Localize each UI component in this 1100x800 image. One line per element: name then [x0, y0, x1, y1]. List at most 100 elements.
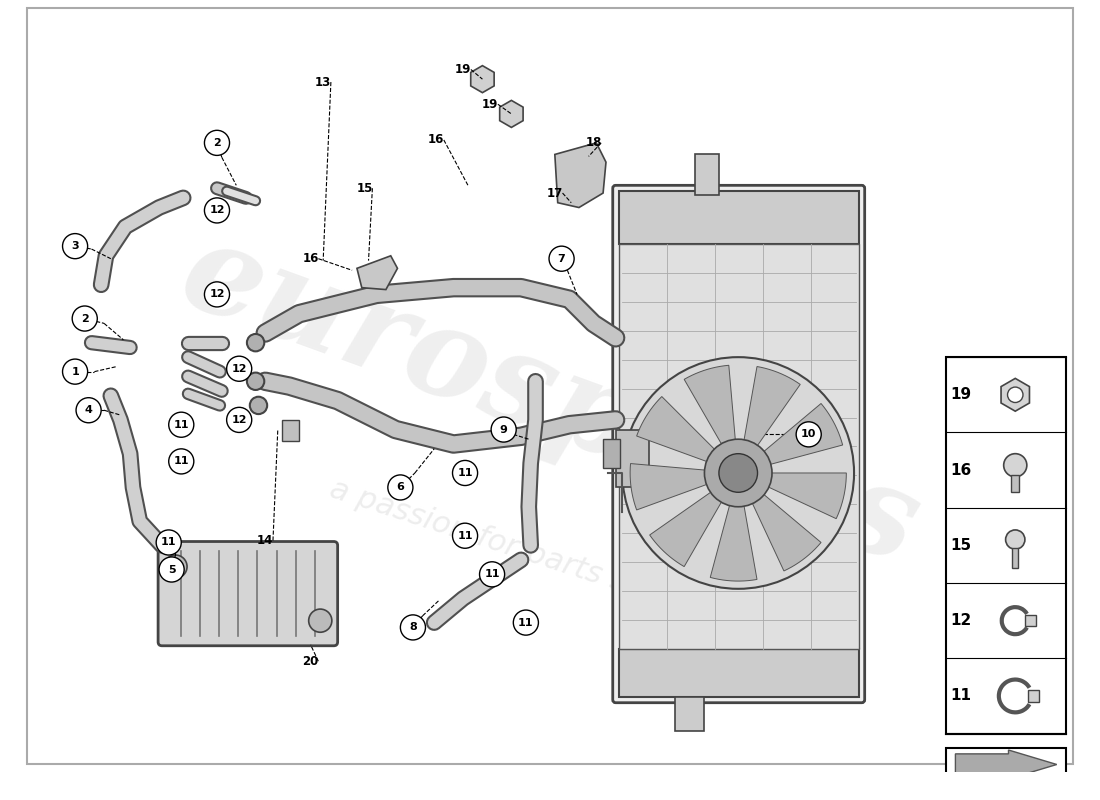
Bar [1025, 615, 1036, 626]
Polygon shape [762, 473, 846, 518]
Polygon shape [554, 143, 606, 207]
Text: 12: 12 [209, 206, 224, 215]
Text: 19: 19 [950, 387, 971, 402]
Bar [619, 244, 859, 649]
Text: 8: 8 [409, 622, 417, 633]
Circle shape [388, 475, 412, 500]
Text: 3: 3 [72, 241, 79, 251]
Text: eurospares: eurospares [165, 211, 935, 590]
Text: 15: 15 [950, 538, 971, 553]
Text: 12: 12 [231, 364, 246, 374]
Bar [619, 649, 859, 697]
FancyBboxPatch shape [158, 542, 338, 646]
Text: 11: 11 [484, 570, 499, 579]
Bar [1012, 548, 1019, 567]
Circle shape [205, 282, 230, 307]
Bar [619, 191, 859, 244]
Bar [1011, 475, 1019, 492]
Circle shape [227, 407, 252, 433]
Bar [616, 430, 649, 487]
Circle shape [63, 359, 88, 384]
Text: 7: 7 [558, 254, 565, 264]
Bar [946, 781, 1066, 800]
Circle shape [514, 610, 538, 635]
Bar [946, 357, 1066, 734]
Circle shape [73, 306, 97, 331]
Circle shape [246, 373, 264, 390]
Circle shape [549, 246, 574, 271]
Text: 19: 19 [482, 98, 498, 110]
Circle shape [1003, 454, 1026, 477]
Circle shape [309, 609, 332, 632]
Bar [695, 154, 719, 195]
Text: 11: 11 [950, 689, 971, 703]
Text: 6: 6 [396, 482, 405, 493]
Text: a passion for parts since 1985: a passion for parts since 1985 [327, 475, 773, 645]
Circle shape [400, 615, 426, 640]
Circle shape [205, 198, 230, 223]
Circle shape [452, 461, 477, 486]
Bar [946, 748, 1066, 781]
Text: 20: 20 [302, 654, 319, 668]
Text: 12: 12 [950, 613, 971, 628]
Polygon shape [742, 366, 800, 451]
Bar [1027, 690, 1040, 702]
Text: 12: 12 [231, 415, 246, 425]
Circle shape [480, 562, 505, 587]
Circle shape [160, 557, 184, 582]
Circle shape [76, 398, 101, 422]
Text: 14: 14 [257, 534, 274, 547]
Circle shape [452, 523, 477, 548]
Polygon shape [650, 489, 725, 566]
Text: 11: 11 [458, 530, 473, 541]
Circle shape [205, 130, 230, 155]
Text: 15: 15 [356, 182, 373, 194]
Text: 16: 16 [950, 462, 971, 478]
Bar [675, 697, 704, 730]
Circle shape [168, 412, 194, 438]
Circle shape [246, 334, 264, 351]
Circle shape [491, 417, 516, 442]
Polygon shape [749, 490, 821, 571]
Circle shape [796, 422, 822, 447]
Circle shape [623, 357, 854, 589]
Text: 19: 19 [455, 63, 471, 76]
Text: 11: 11 [161, 538, 176, 547]
Text: 12: 12 [209, 290, 224, 299]
Polygon shape [711, 499, 757, 581]
Text: 11: 11 [518, 618, 534, 627]
Circle shape [1008, 387, 1023, 402]
Text: 11: 11 [174, 420, 189, 430]
Text: 16: 16 [302, 252, 319, 265]
Text: 13: 13 [315, 75, 331, 89]
Text: 16: 16 [428, 134, 444, 146]
Polygon shape [637, 397, 719, 464]
Bar [282, 420, 299, 441]
Polygon shape [759, 403, 843, 466]
Text: 10: 10 [801, 430, 816, 439]
Text: 2: 2 [213, 138, 221, 148]
Polygon shape [630, 463, 713, 510]
Text: 11: 11 [458, 468, 473, 478]
Text: 1: 1 [72, 366, 79, 377]
Circle shape [719, 454, 758, 492]
Circle shape [156, 530, 182, 555]
Circle shape [250, 397, 267, 414]
Text: 4: 4 [85, 406, 92, 415]
Text: 9: 9 [499, 425, 507, 434]
Text: 2: 2 [81, 314, 89, 323]
Polygon shape [356, 256, 397, 290]
Text: 11: 11 [174, 456, 189, 466]
Circle shape [63, 234, 88, 258]
Text: 121 04: 121 04 [971, 786, 1041, 800]
Polygon shape [684, 366, 736, 450]
Bar [603, 439, 620, 468]
Circle shape [168, 449, 194, 474]
Text: 17: 17 [547, 186, 563, 199]
Circle shape [164, 555, 187, 578]
Text: 18: 18 [585, 136, 602, 150]
Circle shape [227, 356, 252, 382]
FancyBboxPatch shape [613, 186, 865, 702]
Circle shape [1005, 530, 1025, 550]
Text: 5: 5 [168, 565, 175, 574]
